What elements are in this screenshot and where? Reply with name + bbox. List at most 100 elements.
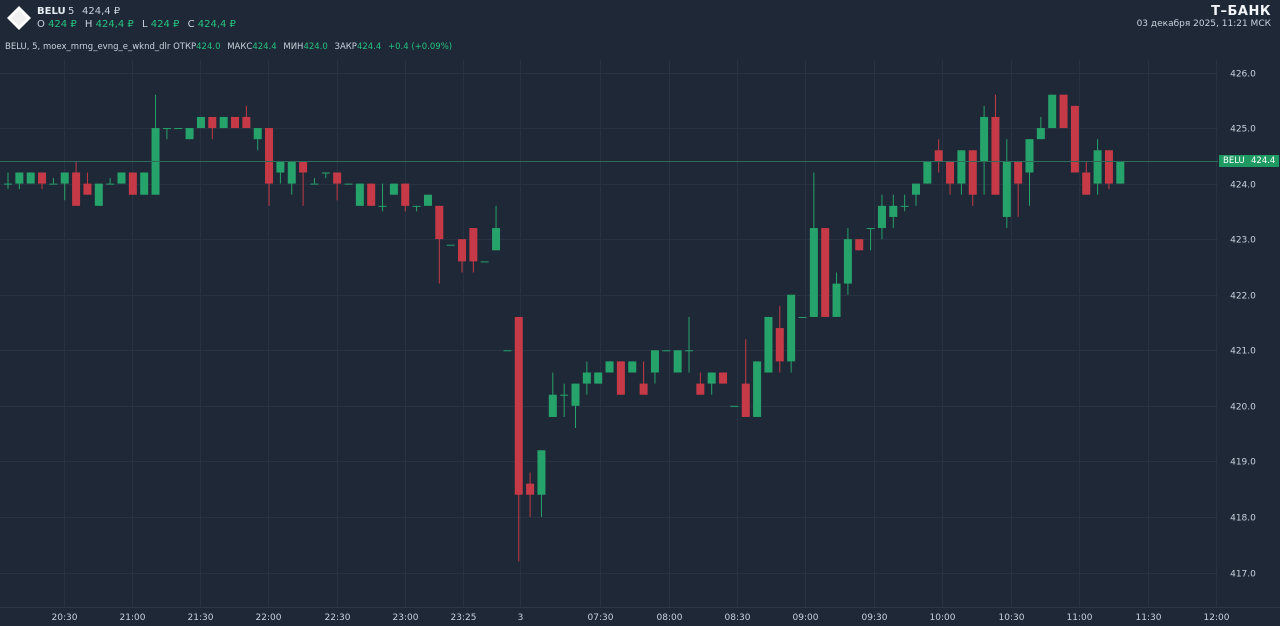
candle[interactable] [991, 94, 1000, 195]
candle[interactable] [514, 316, 523, 562]
candle[interactable] [219, 116, 228, 129]
candle[interactable] [355, 183, 364, 206]
candle[interactable] [1036, 116, 1045, 140]
candle[interactable] [1082, 161, 1091, 195]
candle[interactable] [1116, 161, 1125, 184]
candle[interactable] [866, 228, 875, 251]
candle[interactable] [741, 339, 750, 417]
candle[interactable] [378, 183, 387, 212]
candle[interactable] [628, 361, 637, 373]
candle[interactable] [1048, 94, 1057, 129]
candle[interactable] [946, 161, 955, 195]
candle[interactable] [787, 294, 796, 373]
candle[interactable] [968, 150, 977, 206]
candle[interactable] [730, 405, 739, 407]
candle[interactable] [231, 116, 239, 129]
candle[interactable] [560, 383, 569, 417]
candle[interactable] [208, 116, 217, 140]
candle[interactable] [696, 372, 705, 395]
candle[interactable] [276, 161, 285, 184]
candle[interactable] [480, 261, 489, 263]
candle[interactable] [15, 172, 24, 190]
candle[interactable] [1070, 105, 1079, 173]
candle[interactable] [616, 361, 625, 395]
candle[interactable] [196, 116, 205, 129]
candle[interactable] [299, 161, 308, 206]
candle[interactable] [49, 178, 58, 185]
candle[interactable] [877, 194, 886, 240]
candle[interactable] [321, 172, 330, 179]
candle[interactable] [843, 228, 852, 295]
candle[interactable] [662, 350, 671, 352]
candle[interactable] [605, 361, 614, 373]
candle[interactable] [446, 244, 455, 246]
candle[interactable] [923, 161, 932, 184]
candle[interactable] [980, 105, 989, 195]
candle[interactable] [242, 105, 251, 129]
candle[interactable] [26, 172, 35, 184]
candle[interactable] [72, 161, 81, 206]
candle[interactable] [832, 272, 841, 317]
candle[interactable] [469, 228, 478, 273]
candle[interactable] [594, 372, 603, 384]
candle[interactable] [526, 472, 535, 517]
candle[interactable] [389, 183, 398, 195]
candle[interactable] [1025, 139, 1034, 206]
candle[interactable] [162, 128, 171, 140]
candle[interactable] [117, 172, 126, 184]
candle[interactable] [60, 172, 69, 201]
candle[interactable] [673, 350, 682, 373]
candle[interactable] [821, 228, 830, 317]
candle[interactable] [685, 316, 693, 373]
header-timeframe[interactable]: 5 [68, 6, 75, 17]
candle[interactable] [764, 316, 773, 373]
candle[interactable] [174, 128, 183, 130]
candle[interactable] [333, 172, 342, 201]
candle[interactable] [367, 183, 376, 206]
candle[interactable] [1104, 150, 1113, 190]
candle[interactable] [435, 205, 444, 284]
candle[interactable] [492, 205, 501, 251]
candle[interactable] [412, 205, 421, 212]
candle[interactable] [287, 161, 296, 195]
candle[interactable] [106, 178, 115, 185]
candle[interactable] [1002, 139, 1011, 229]
candle[interactable] [344, 183, 353, 185]
candle[interactable] [753, 361, 762, 417]
candle[interactable] [582, 361, 591, 395]
candle[interactable] [458, 239, 466, 273]
candle[interactable] [38, 172, 47, 190]
candle[interactable] [140, 172, 149, 195]
candle[interactable] [639, 361, 648, 395]
candle[interactable] [83, 172, 92, 195]
time-axis[interactable]: 20:30 21:00 21:30 22:00 22:30 23:00 23:25 3 07:3… [52, 613, 1230, 623]
candle[interactable] [94, 183, 103, 206]
candle[interactable] [253, 128, 262, 151]
candle[interactable] [934, 139, 943, 173]
candle[interactable] [912, 183, 920, 206]
candle[interactable] [855, 239, 864, 251]
candle[interactable] [719, 372, 728, 384]
candle[interactable] [707, 372, 716, 395]
candle[interactable] [1014, 161, 1023, 217]
candle[interactable] [548, 372, 557, 417]
candle[interactable] [571, 383, 580, 429]
candle[interactable] [423, 194, 432, 206]
candle[interactable] [650, 350, 659, 384]
candle[interactable] [1059, 94, 1068, 129]
candle[interactable] [310, 178, 319, 185]
candle[interactable] [957, 150, 966, 195]
candle[interactable] [809, 172, 818, 317]
candle[interactable] [128, 172, 137, 195]
candle[interactable] [1093, 139, 1102, 195]
candle[interactable] [4, 172, 12, 190]
candle[interactable] [401, 183, 410, 212]
candle[interactable] [798, 316, 807, 318]
candle[interactable] [265, 128, 274, 206]
candle[interactable] [900, 194, 909, 212]
candle[interactable] [889, 194, 898, 229]
price-axis[interactable]: 417.0 418.0 419.0 420.0 421.0 422.0 423.0 424.0… [1230, 70, 1256, 580]
candle[interactable] [185, 128, 194, 140]
candle[interactable] [503, 350, 512, 352]
